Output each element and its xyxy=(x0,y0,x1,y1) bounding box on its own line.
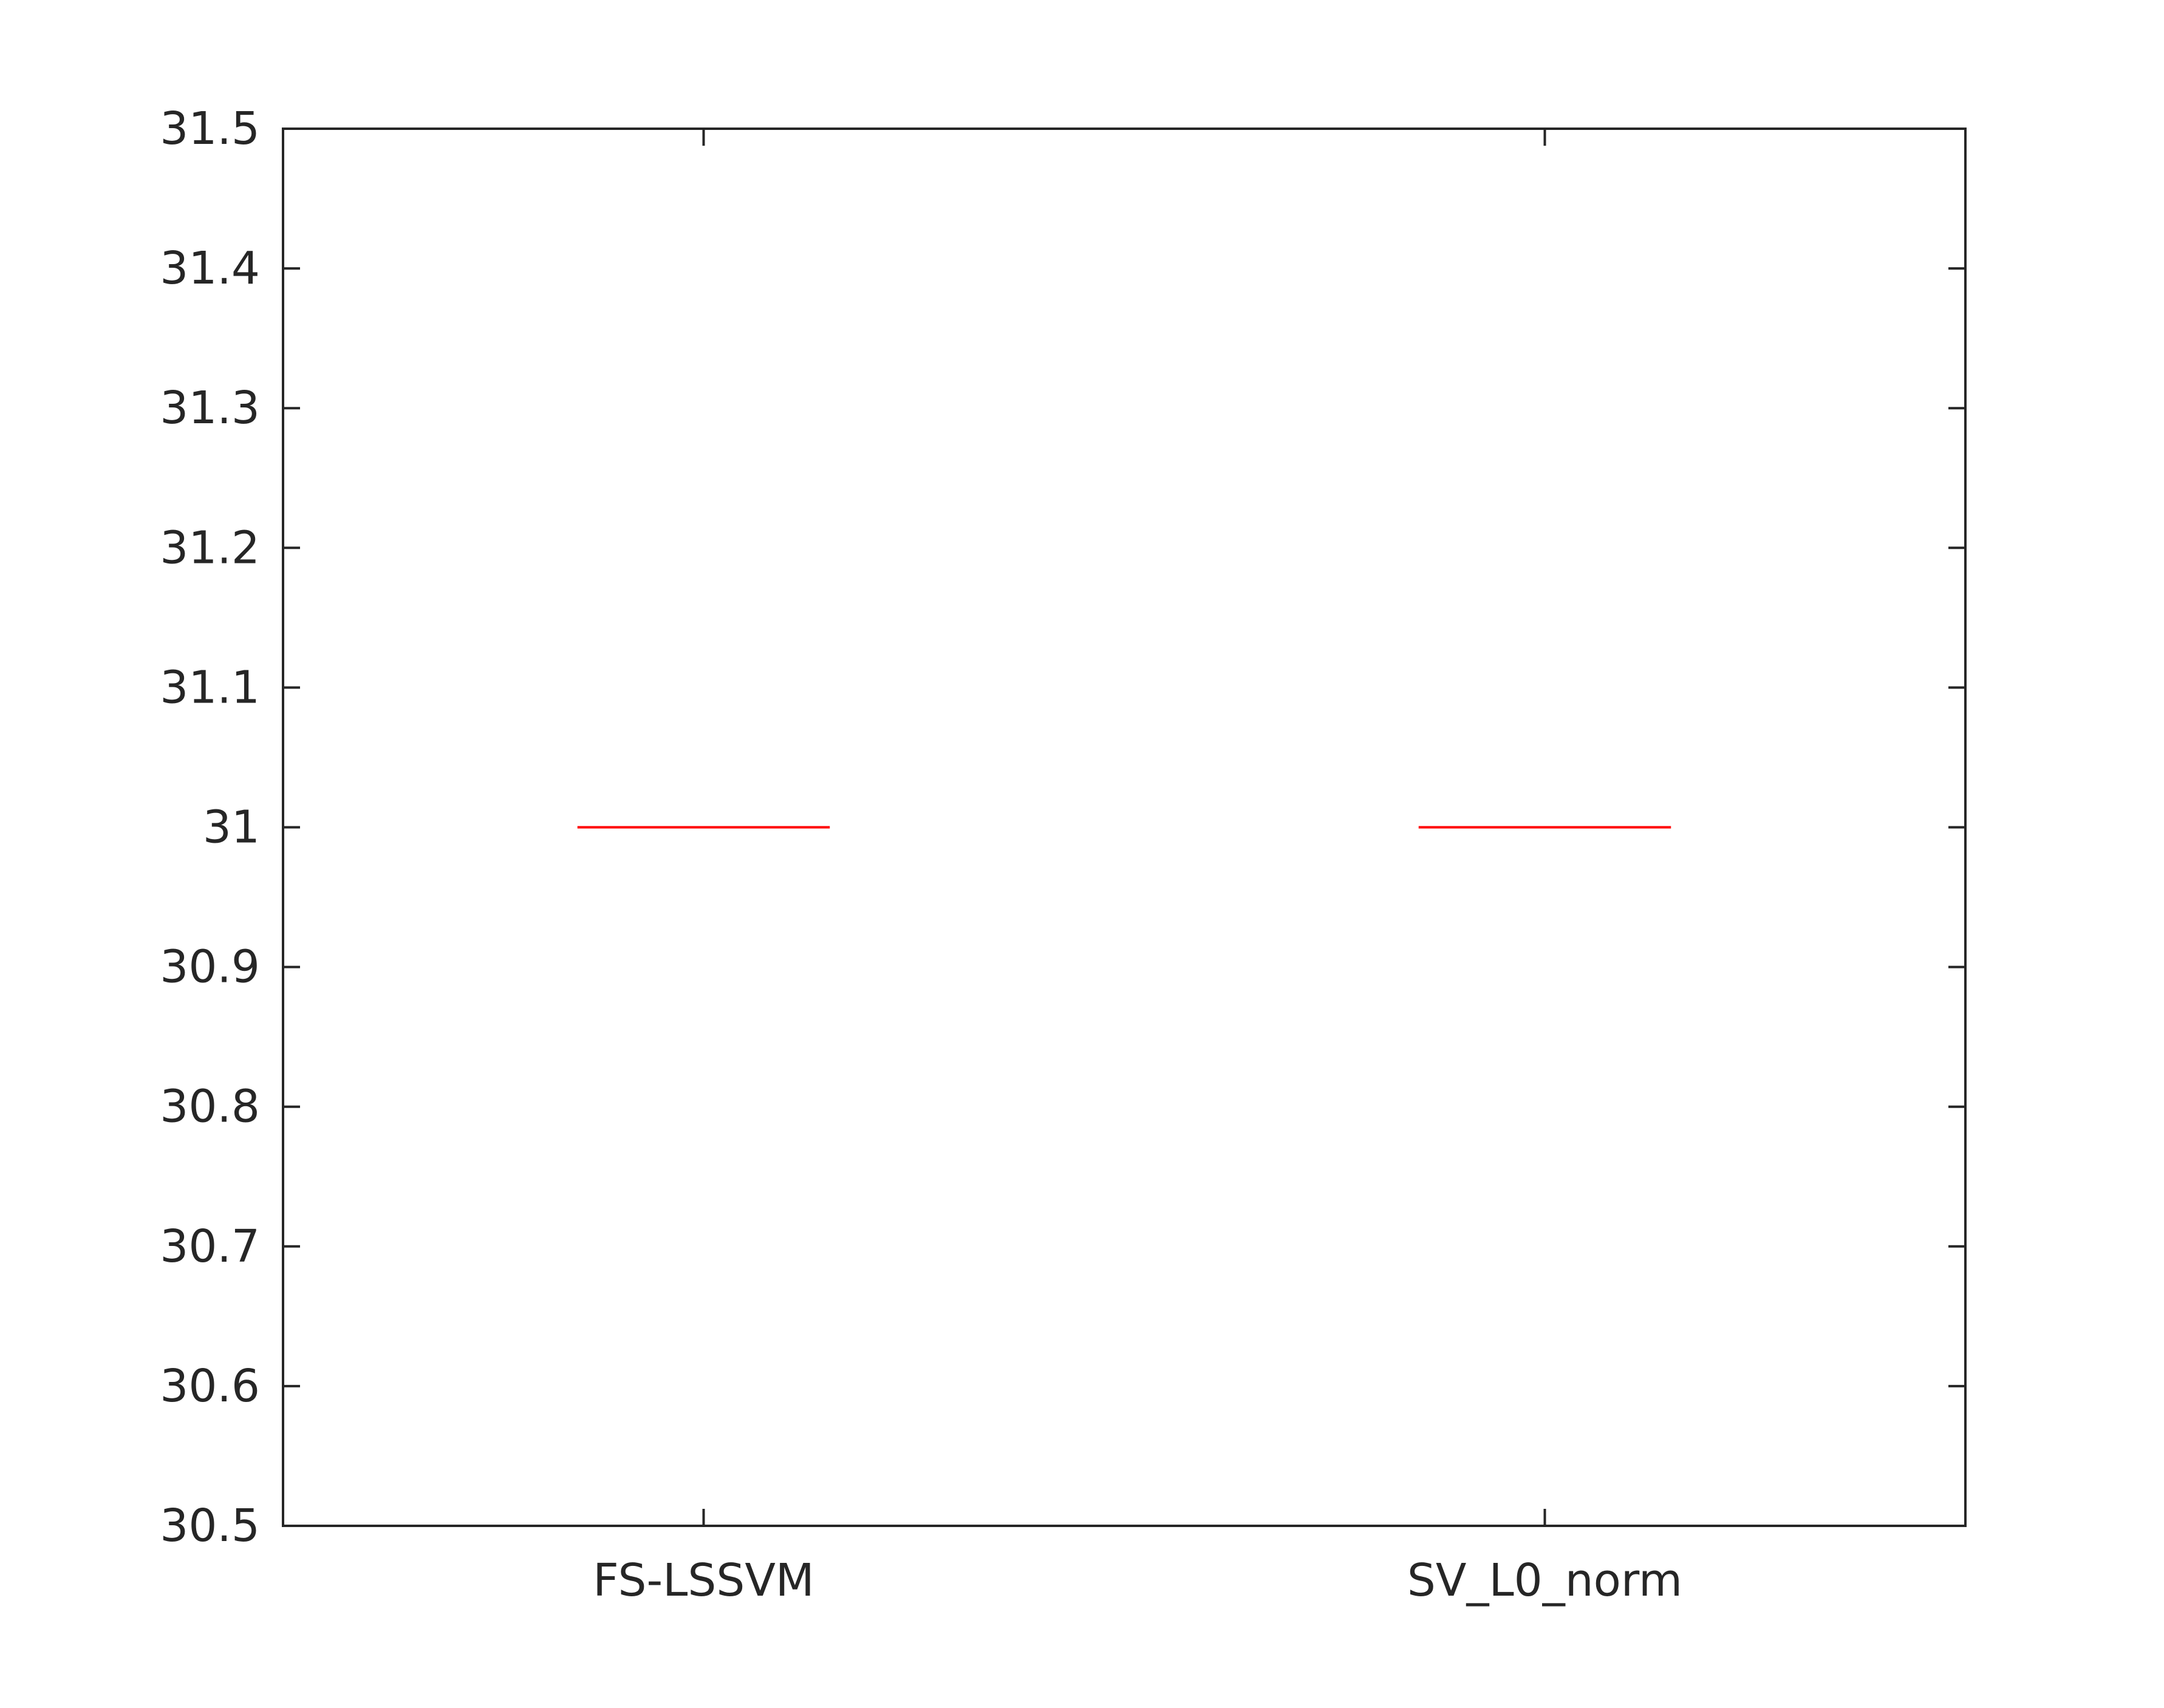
x-tick-label: SV_L0_norm xyxy=(1407,1554,1682,1607)
y-tick-labels: 30.5 30.6 30.7 30.8 30.9 31 31.1 31.2 31.3 31.4 31… xyxy=(160,103,260,1552)
y-tick-label: 30.7 xyxy=(160,1220,260,1273)
x-tick-labels: FS-LSSVM SV_L0_norm xyxy=(593,1554,1682,1607)
y-tick-label: 31.5 xyxy=(160,103,260,155)
y-tick-label: 31.4 xyxy=(160,242,260,294)
y-tick-label: 30.5 xyxy=(160,1500,260,1552)
axes-frame xyxy=(282,128,1967,1527)
y-tick-label: 30.9 xyxy=(160,941,260,993)
y-tick-label: 31.1 xyxy=(160,661,260,713)
x-tick-label: FS-LSSVM xyxy=(593,1554,814,1607)
y-tick-label: 30.6 xyxy=(160,1360,260,1412)
y-tick-label: 31 xyxy=(203,801,260,854)
y-tick-label: 31.3 xyxy=(160,382,260,434)
y-tick-label: 30.8 xyxy=(160,1081,260,1133)
y-tick-label: 31.2 xyxy=(160,522,260,574)
